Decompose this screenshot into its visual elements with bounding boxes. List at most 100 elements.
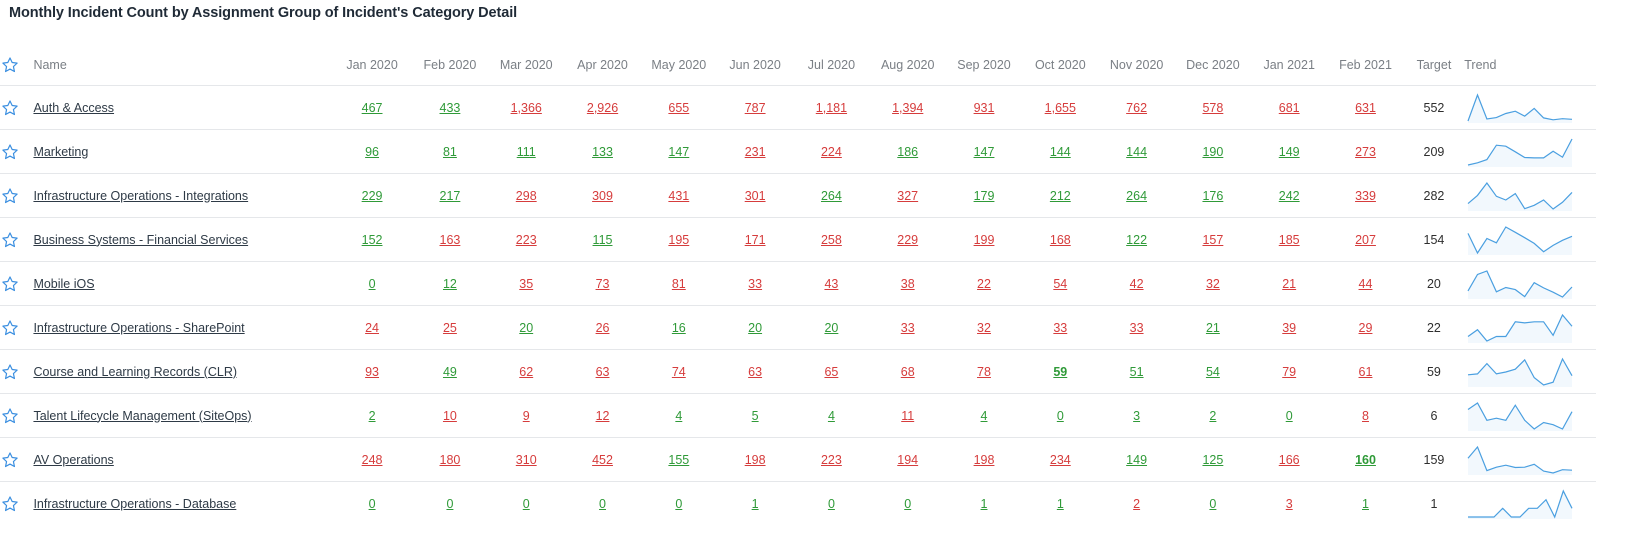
incident-count-link[interactable]: 327 — [897, 188, 919, 203]
incident-count-link[interactable]: 4 — [980, 408, 988, 423]
incident-count-link[interactable]: 21 — [1205, 320, 1220, 335]
star-icon[interactable] — [1, 231, 19, 249]
incident-count-link[interactable]: 655 — [668, 100, 690, 115]
incident-count-link[interactable]: 133 — [592, 144, 613, 159]
assignment-group-link[interactable]: AV Operations — [33, 452, 114, 467]
incident-count-link[interactable]: 93 — [365, 364, 380, 379]
incident-count-link[interactable]: 264 — [820, 188, 842, 203]
column-header-month[interactable]: Jul 2020 — [793, 45, 870, 86]
incident-count-link[interactable]: 1,181 — [815, 100, 848, 115]
incident-count-link[interactable]: 157 — [1202, 232, 1224, 247]
incident-count-link[interactable]: 5 — [751, 408, 759, 423]
incident-count-link[interactable]: 12 — [595, 408, 610, 423]
assignment-group-link[interactable]: Infrastructure Operations - Database — [33, 496, 237, 511]
incident-count-link[interactable]: 33 — [900, 320, 915, 335]
incident-count-link[interactable]: 68 — [900, 364, 915, 379]
star-icon[interactable] — [1, 319, 19, 337]
column-header-month[interactable]: Oct 2020 — [1022, 45, 1099, 86]
incident-count-link[interactable]: 212 — [1049, 188, 1071, 203]
assignment-group-link[interactable]: Course and Learning Records (CLR) — [33, 364, 238, 379]
incident-count-link[interactable]: 26 — [595, 320, 610, 335]
incident-count-link[interactable]: 111 — [516, 144, 536, 159]
incident-count-link[interactable]: 339 — [1355, 188, 1376, 203]
column-header-month[interactable]: Nov 2020 — [1098, 45, 1175, 86]
incident-count-link[interactable]: 29 — [1358, 320, 1373, 335]
incident-count-link[interactable]: 147 — [668, 144, 690, 159]
incident-count-link[interactable]: 273 — [1355, 144, 1376, 159]
incident-count-link[interactable]: 787 — [744, 100, 766, 115]
incident-count-link[interactable]: 63 — [748, 364, 763, 379]
incident-count-link[interactable]: 33 — [748, 276, 763, 291]
incident-count-link[interactable]: 78 — [977, 364, 991, 379]
star-icon[interactable] — [1, 56, 19, 74]
incident-count-link[interactable]: 578 — [1202, 100, 1224, 115]
incident-count-link[interactable]: 12 — [442, 276, 457, 291]
incident-count-link[interactable]: 231 — [744, 144, 766, 159]
incident-count-link[interactable]: 3 — [1285, 496, 1293, 511]
incident-count-link[interactable]: 10 — [442, 408, 457, 423]
incident-count-link[interactable]: 152 — [361, 232, 383, 247]
incident-count-link[interactable]: 198 — [973, 452, 995, 467]
column-header-month[interactable]: Mar 2020 — [488, 45, 565, 86]
incident-count-link[interactable]: 242 — [1278, 188, 1300, 203]
incident-count-link[interactable]: 1,655 — [1044, 100, 1076, 115]
star-icon[interactable] — [1, 99, 19, 117]
incident-count-link[interactable]: 39 — [1282, 320, 1297, 335]
incident-count-link[interactable]: 190 — [1202, 144, 1224, 159]
incident-count-link[interactable]: 155 — [668, 452, 690, 467]
incident-count-link[interactable]: 20 — [748, 320, 763, 335]
column-header-month[interactable]: May 2020 — [640, 45, 717, 86]
star-icon[interactable] — [1, 495, 19, 513]
incident-count-link[interactable]: 229 — [361, 188, 383, 203]
incident-count-link[interactable]: 631 — [1355, 100, 1376, 115]
column-header-target[interactable]: Target — [1403, 45, 1465, 86]
incident-count-link[interactable]: 0 — [904, 496, 912, 511]
incident-count-link[interactable]: 166 — [1278, 452, 1300, 467]
incident-count-link[interactable]: 122 — [1126, 232, 1148, 247]
incident-count-link[interactable]: 24 — [365, 320, 380, 335]
column-header-month[interactable]: Jan 2021 — [1251, 45, 1328, 86]
assignment-group-link[interactable]: Talent Lifecycle Management (SiteOps) — [33, 408, 252, 423]
incident-count-link[interactable]: 762 — [1126, 100, 1148, 115]
assignment-group-link[interactable]: Infrastructure Operations - SharePoint — [33, 320, 245, 335]
incident-count-link[interactable]: 73 — [595, 276, 610, 291]
incident-count-link[interactable]: 3 — [1133, 408, 1141, 423]
incident-count-link[interactable]: 1,394 — [892, 100, 924, 115]
assignment-group-link[interactable]: Marketing — [33, 144, 89, 159]
incident-count-link[interactable]: 0 — [368, 276, 376, 291]
incident-count-link[interactable]: 65 — [824, 364, 839, 379]
column-header-month[interactable]: Feb 2021 — [1327, 45, 1404, 86]
star-icon[interactable] — [1, 407, 19, 425]
incident-count-link[interactable]: 81 — [442, 144, 457, 159]
incident-count-link[interactable]: 61 — [1358, 364, 1373, 379]
incident-count-link[interactable]: 0 — [675, 496, 683, 511]
incident-count-link[interactable]: 22 — [977, 276, 991, 291]
incident-count-link[interactable]: 4 — [827, 408, 835, 423]
incident-count-link[interactable]: 2,926 — [586, 100, 619, 115]
incident-count-link[interactable]: 20 — [824, 320, 839, 335]
incident-count-link[interactable]: 234 — [1049, 452, 1071, 467]
incident-count-link[interactable]: 0 — [599, 496, 606, 511]
incident-count-link[interactable]: 163 — [439, 232, 461, 247]
incident-count-link[interactable]: 1 — [1362, 496, 1369, 511]
incident-count-link[interactable]: 74 — [671, 364, 686, 379]
incident-count-link[interactable]: 467 — [361, 100, 383, 115]
incident-count-link[interactable]: 32 — [1205, 276, 1220, 291]
column-header-name[interactable]: Name — [33, 45, 333, 86]
incident-count-link[interactable]: 144 — [1049, 144, 1071, 159]
star-icon[interactable] — [1, 143, 19, 161]
incident-count-link[interactable]: 54 — [1053, 276, 1068, 291]
incident-count-link[interactable]: 20 — [519, 320, 534, 335]
incident-count-link[interactable]: 185 — [1278, 232, 1300, 247]
incident-count-link[interactable]: 81 — [671, 276, 686, 291]
column-header-month[interactable]: Dec 2020 — [1174, 45, 1252, 86]
incident-count-link[interactable]: 179 — [973, 188, 995, 203]
column-header-month[interactable]: Feb 2020 — [411, 45, 489, 86]
incident-count-link[interactable]: 1 — [1056, 496, 1064, 511]
incident-count-link[interactable]: 301 — [744, 188, 766, 203]
incident-count-link[interactable]: 51 — [1129, 364, 1144, 379]
incident-count-link[interactable]: 125 — [1202, 452, 1224, 467]
star-icon[interactable] — [1, 275, 19, 293]
incident-count-link[interactable]: 44 — [1358, 276, 1373, 291]
star-icon[interactable] — [1, 187, 19, 205]
